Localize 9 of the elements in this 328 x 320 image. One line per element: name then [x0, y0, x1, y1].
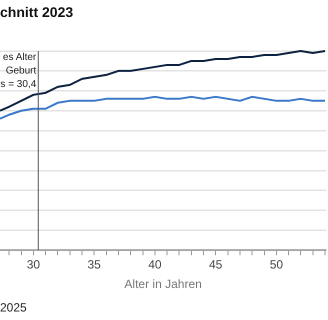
x-axis-title: Alter in Jahren [124, 277, 202, 292]
x-tick-label: 30 [26, 258, 40, 272]
x-tick-label: 45 [208, 258, 223, 272]
x-tick-label: 35 [87, 258, 102, 272]
text: 2025 [0, 300, 28, 314]
x-tick-label: 40 [148, 258, 162, 272]
x-tick-label: 50 [270, 258, 284, 272]
ref-line-label: es Alter Geburt s = 30,4 [0, 52, 37, 90]
chart-title: chnitt 2023 [0, 4, 74, 20]
